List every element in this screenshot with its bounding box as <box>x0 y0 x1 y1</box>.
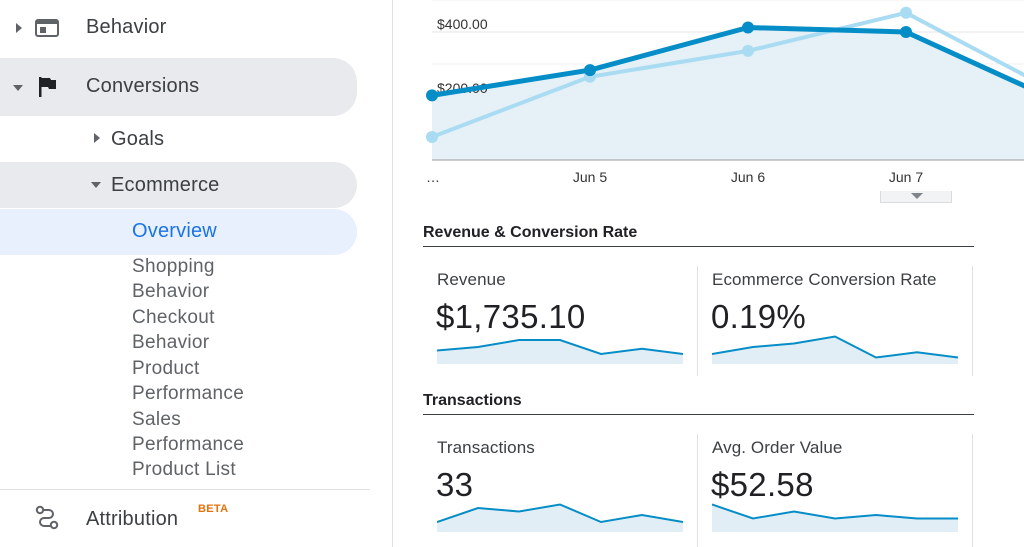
metric-card-conversion-rate[interactable]: Ecommerce Conversion Rate 0.19% <box>698 264 973 376</box>
metric-card-avg-order-value[interactable]: Avg. Order Value $52.58 <box>698 432 973 544</box>
data-point <box>584 64 596 77</box>
metric-value: $52.58 <box>711 466 814 503</box>
sidebar-item-attribution[interactable]: Attribution BETA <box>0 496 370 542</box>
sidebar-sub-item: Checkout <box>132 307 215 328</box>
caret-right-icon <box>16 23 22 33</box>
caret-down-icon <box>91 182 101 188</box>
sidebar-item-overview-label: Overview <box>132 220 217 242</box>
sidebar-sub-item: Shopping <box>132 256 215 277</box>
y-tick-label: $400.00 <box>437 16 488 32</box>
sidebar-sub-item: Behavior <box>132 281 210 302</box>
card-separator <box>697 266 698 376</box>
sparkline <box>437 503 683 532</box>
sparkline-line <box>437 503 683 524</box>
beta-badge: BETA <box>198 503 229 515</box>
sidebar-item-ecommerce[interactable]: Ecommerce <box>0 162 357 208</box>
attribution-path-icon <box>35 505 59 530</box>
card-separator <box>972 434 973 547</box>
data-point <box>742 21 754 34</box>
metric-label: Transactions <box>437 438 535 457</box>
sidebar-item-ecommerce-label: Ecommerce <box>111 174 220 196</box>
sparkline-line <box>437 339 683 356</box>
section-title-transactions: Transactions <box>423 392 974 415</box>
data-point <box>426 130 438 143</box>
data-point <box>900 26 912 38</box>
chevron-down-icon <box>911 193 923 199</box>
sidebar-item-overview[interactable]: Overview <box>0 209 357 255</box>
sidebar-item-attribution-label: Attribution <box>86 508 179 530</box>
data-point <box>900 6 912 19</box>
x-tick-label: … <box>426 169 440 185</box>
caret-down-icon <box>13 85 23 91</box>
metric-value: $1,735.10 <box>436 298 586 335</box>
metric-value: 33 <box>436 466 474 503</box>
sparkline-area <box>712 504 958 532</box>
x-tick-label: Jun 7 <box>889 169 923 185</box>
metric-value: 0.19% <box>711 298 807 335</box>
sidebar-item-conversions[interactable]: Conversions <box>0 58 357 116</box>
card-separator <box>697 434 698 547</box>
data-point <box>426 89 438 102</box>
section-title-revenue: Revenue & Conversion Rate <box>423 224 974 247</box>
chart-collapse-toggle[interactable] <box>880 191 952 203</box>
sidebar-item-behavior-label: Behavior <box>86 16 167 38</box>
metric-label: Avg. Order Value <box>712 438 843 457</box>
sidebar-divider <box>0 489 370 490</box>
sidebar-item-overview-highlight <box>0 209 357 255</box>
sidebar-sub-item: Product <box>132 358 200 379</box>
sidebar-sub-item: Performance <box>132 434 245 455</box>
sidebar-sub-item: Performance <box>132 383 245 404</box>
metric-label: Revenue <box>437 270 506 289</box>
revenue-line-chart: $200.00$400.00… Jun 5 Jun 6 Jun 7 <box>426 0 1024 185</box>
card-separator <box>972 266 973 376</box>
browser-window-icon <box>35 19 59 37</box>
sidebar-sub-item: Sales <box>132 409 182 430</box>
data-point <box>742 44 754 57</box>
sparkline-area <box>437 504 683 532</box>
sidebar-item-ecommerce-highlight <box>0 162 357 208</box>
sidebar-item-conversions-highlight <box>0 58 357 116</box>
sparkline-line <box>712 335 958 359</box>
metric-card-revenue[interactable]: Revenue $1,735.10 <box>423 264 698 376</box>
sparkline-area <box>437 340 683 364</box>
sparkline <box>712 503 958 532</box>
metric-card-transactions[interactable]: Transactions 33 <box>423 432 698 544</box>
sidebar-item-behavior[interactable]: Behavior <box>0 8 370 48</box>
sparkline <box>437 339 683 364</box>
x-tick-label: Jun 5 <box>573 169 607 185</box>
flag-icon <box>39 77 56 97</box>
sidebar-item-goals-label: Goals <box>111 128 165 150</box>
sparkline-area <box>712 336 958 364</box>
main-content: $200.00 $400.00… Jun 5 Jun 6 Jun 7 Revenue &… <box>394 0 1024 547</box>
sidebar-sub-item: Product List <box>132 459 236 480</box>
sidebar-item-goals[interactable]: Goals <box>0 120 357 158</box>
sidebar: Behavior Conversions Goals Ecommerce Ove… <box>0 0 393 547</box>
caret-right-icon <box>94 133 100 143</box>
x-tick-label: Jun 6 <box>731 169 765 185</box>
series-area <box>432 27 1024 160</box>
sparkline <box>712 335 958 364</box>
metric-label: Ecommerce Conversion Rate <box>712 270 937 289</box>
sidebar-item-conversions-label: Conversions <box>86 75 200 97</box>
sparkline-line <box>712 503 958 520</box>
sidebar-sub-item: Behavior <box>132 332 210 353</box>
